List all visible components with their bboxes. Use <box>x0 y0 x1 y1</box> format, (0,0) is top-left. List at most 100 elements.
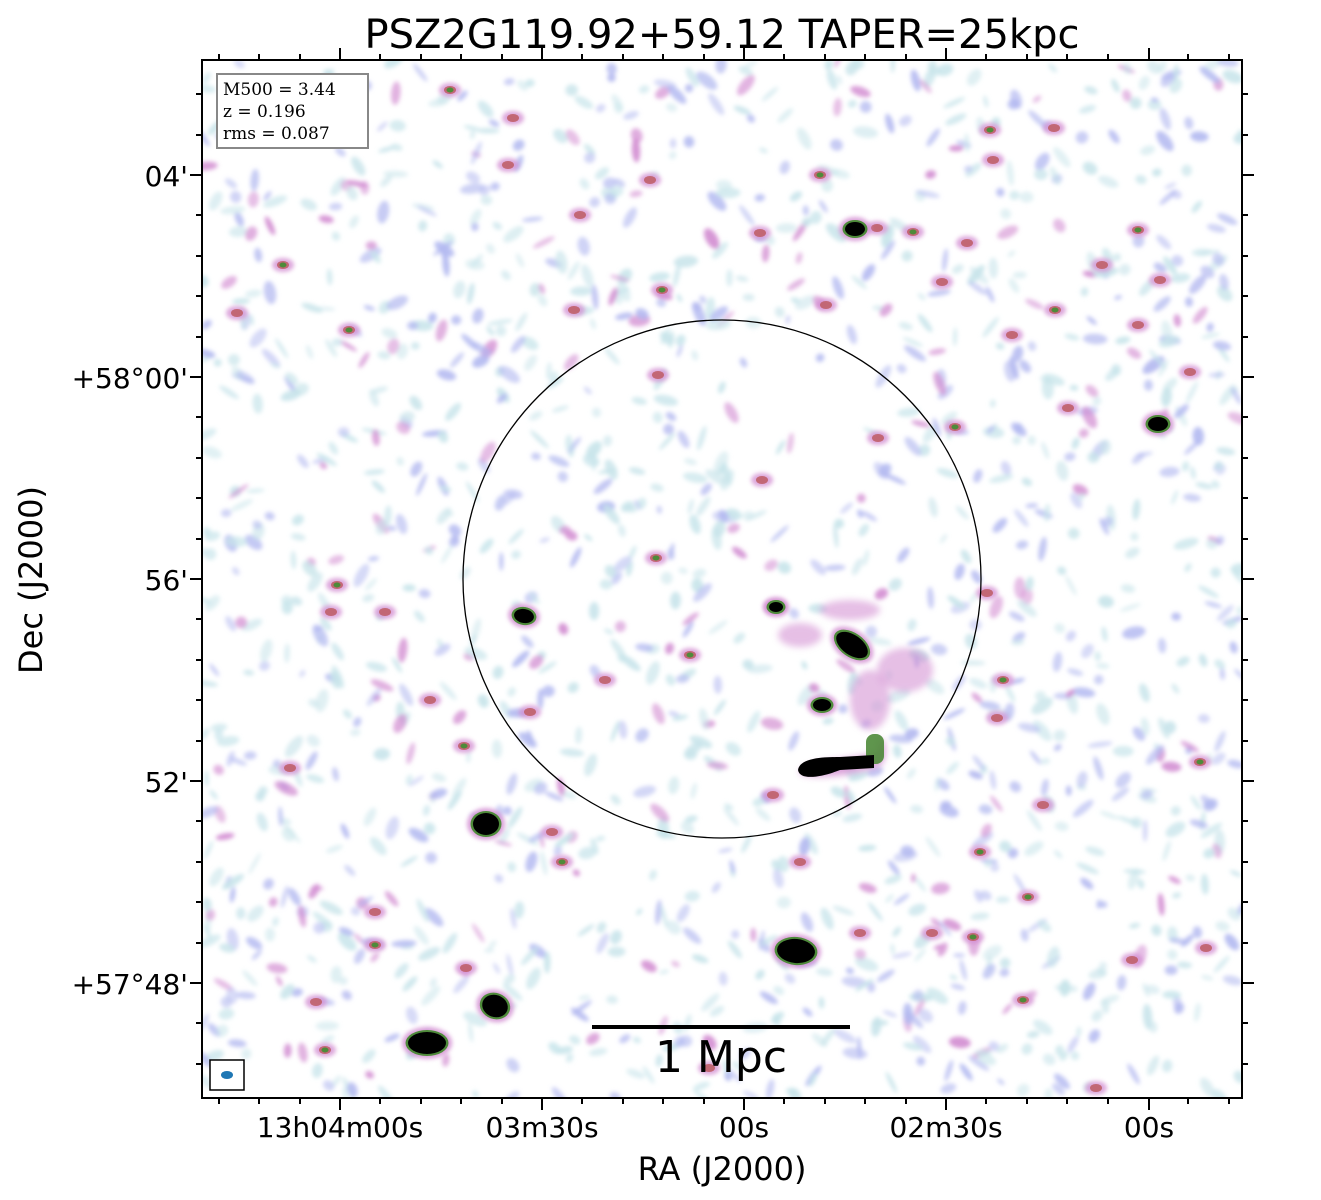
emission-spot <box>956 236 978 250</box>
noise-speck <box>904 728 919 740</box>
noise-speck <box>693 583 712 602</box>
bright-source <box>830 626 874 664</box>
noise-speck <box>400 855 418 867</box>
noise-speck <box>1145 984 1160 995</box>
noise-speck <box>604 459 618 480</box>
noise-speck <box>742 293 755 302</box>
emission-spot-peak <box>279 262 287 268</box>
noise-speck <box>216 735 240 747</box>
emission-spot <box>374 605 396 619</box>
noise-speck <box>989 399 996 408</box>
noise-speck <box>841 976 868 988</box>
noise-speck <box>700 483 712 496</box>
noise-speck <box>1098 175 1119 188</box>
noise-speck <box>1217 285 1233 302</box>
noise-speck <box>833 97 842 117</box>
noise-speck <box>713 451 729 476</box>
noise-speck <box>450 352 464 368</box>
noise-speck <box>337 932 357 951</box>
emission-spot-core <box>424 696 436 704</box>
emission-spot-core <box>502 161 514 169</box>
noise-speck <box>369 389 379 407</box>
noise-speck <box>243 669 255 676</box>
noise-speck <box>916 1056 926 1066</box>
noise-speck <box>733 632 746 644</box>
noise-speck <box>996 187 1005 197</box>
noise-speck <box>1125 547 1140 559</box>
noise-speck <box>511 550 521 560</box>
noise-speck <box>499 552 504 571</box>
noise-speck <box>371 429 380 446</box>
noise-speck <box>416 472 428 496</box>
noise-speck <box>857 1036 862 1060</box>
noise-speck <box>971 570 982 584</box>
noise-speck <box>775 440 786 455</box>
noise-speck <box>321 1035 335 1044</box>
noise-speck <box>1127 1063 1140 1085</box>
noise-speck <box>284 735 303 758</box>
noise-speck <box>1040 778 1049 797</box>
noise-speck <box>932 417 941 437</box>
noise-speck <box>926 128 940 147</box>
emission-spot <box>497 158 519 172</box>
noise-speck <box>538 661 557 674</box>
noise-speck <box>204 770 209 787</box>
noise-speck <box>554 833 575 848</box>
emission-spot <box>679 648 701 662</box>
noise-speck <box>1181 461 1190 472</box>
noise-speck <box>583 454 600 467</box>
info-m500: M500 = 3.44 <box>223 80 336 100</box>
noise-speck <box>1078 493 1085 501</box>
emission-spot <box>1149 273 1171 287</box>
noise-speck <box>418 589 431 599</box>
noise-speck <box>1081 644 1094 659</box>
noise-speck <box>543 951 551 974</box>
noise-speck <box>323 1080 335 1091</box>
noise-speck <box>476 127 500 134</box>
noise-speck <box>1214 659 1226 670</box>
noise-speck <box>529 282 541 297</box>
noise-speck <box>1171 255 1184 267</box>
noise-speck <box>912 989 924 1001</box>
noise-speck <box>236 907 246 920</box>
source-core <box>1148 417 1168 431</box>
noise-speck <box>230 499 254 512</box>
noise-speck <box>1076 1026 1082 1037</box>
noise-speck <box>407 321 419 331</box>
noise-speck <box>492 665 504 679</box>
noise-speck <box>669 138 677 149</box>
emission-spot-peak <box>951 424 959 430</box>
noise-speck <box>609 1092 621 1098</box>
noise-speck <box>973 469 983 483</box>
noise-speck <box>425 852 437 864</box>
diffuse-emission <box>820 600 880 620</box>
noise-speck <box>650 803 670 823</box>
noise-speck <box>1142 983 1150 997</box>
info-box: M500 = 3.44 z = 0.196 rms = 0.087 <box>216 73 369 149</box>
noise-speck <box>370 679 394 692</box>
noise-speck <box>202 680 218 687</box>
noise-speck <box>652 411 663 424</box>
noise-speck <box>885 113 895 134</box>
noise-speck <box>1031 697 1053 715</box>
noise-speck <box>799 837 810 856</box>
emission-spot-core <box>325 608 337 616</box>
emission-spot <box>594 673 616 687</box>
noise-speck <box>1132 498 1141 521</box>
noise-speck <box>705 319 732 331</box>
noise-speck <box>585 441 602 459</box>
noise-speck <box>856 493 866 503</box>
noise-speck <box>340 823 350 839</box>
noise-speck <box>1012 345 1024 362</box>
noise-speck <box>1211 843 1222 859</box>
noise-speck <box>1196 249 1221 255</box>
noise-speck <box>1054 623 1065 634</box>
noise-speck <box>205 1049 224 1062</box>
x-tick-label: 13h04m00s <box>257 1111 424 1144</box>
noise-speck <box>1137 879 1145 889</box>
noise-speck <box>529 592 540 605</box>
noise-speck <box>1225 619 1237 629</box>
noise-speck <box>518 732 537 748</box>
noise-speck <box>1170 805 1181 816</box>
noise-speck <box>948 145 964 152</box>
